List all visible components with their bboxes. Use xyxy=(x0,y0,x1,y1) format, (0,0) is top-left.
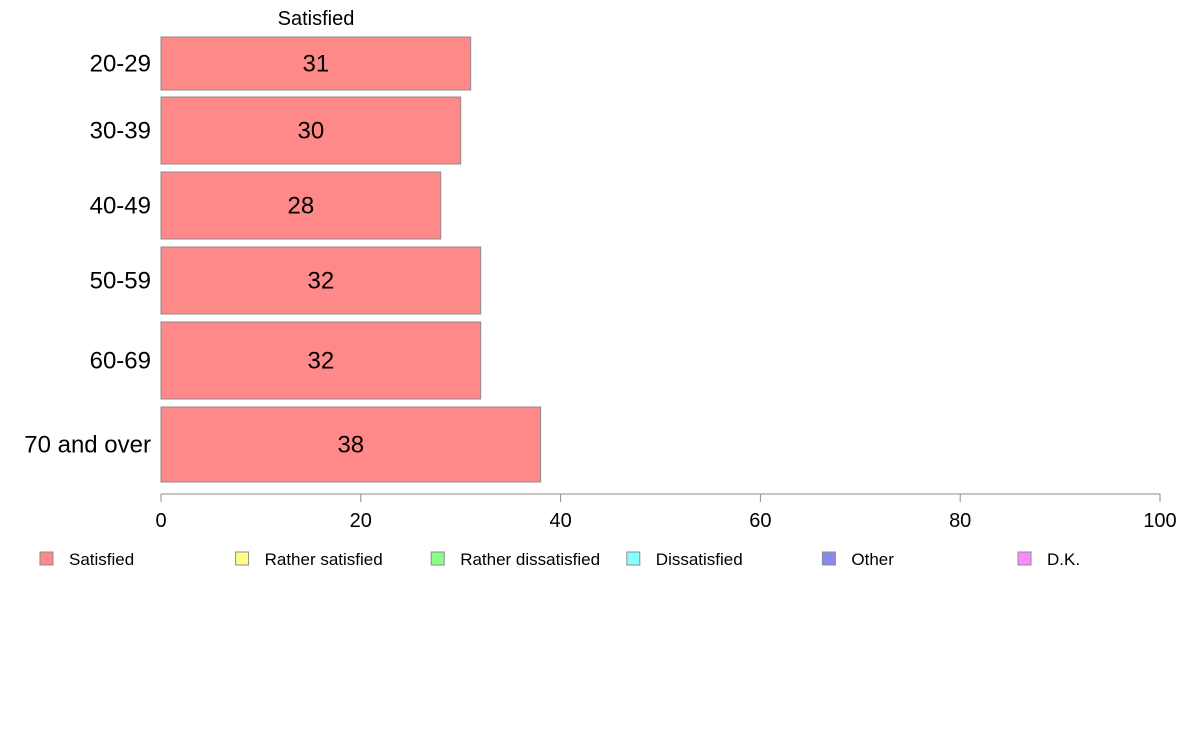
x-tick-label: 60 xyxy=(749,510,771,532)
legend-swatch xyxy=(626,551,641,566)
panel-title: Satisfied xyxy=(278,8,355,30)
x-axis: 0 20 40 60 80 100 xyxy=(155,493,1177,532)
x-tick-label: 40 xyxy=(549,510,571,532)
legend-label: Rather satisfied xyxy=(265,550,383,569)
bar-value-label: 32 xyxy=(307,348,334,375)
bar-30-39 xyxy=(160,96,462,165)
bar-20-29 xyxy=(160,36,472,91)
legend-label: Satisfied xyxy=(69,550,134,569)
category-label: 60-69 xyxy=(90,348,151,375)
legend-swatch xyxy=(39,551,54,566)
category-label: 20-29 xyxy=(90,51,151,78)
legend-label: D.K. xyxy=(1047,550,1080,569)
legend-label: Dissatisfied xyxy=(656,550,743,569)
x-tick-label: 80 xyxy=(949,510,971,532)
bar-70-and-over xyxy=(160,406,542,483)
legend-swatch xyxy=(821,551,836,566)
bar-value-label: 38 xyxy=(337,432,364,459)
bar-value-label: 32 xyxy=(307,268,334,295)
category-label: 70 and over xyxy=(24,432,151,459)
bar-value-label: 31 xyxy=(302,51,329,78)
legend-label: Rather dissatisfied xyxy=(460,550,600,569)
legend-swatch xyxy=(1017,551,1032,566)
legend: Satisfied Rather satisfied Rather dissatis… xyxy=(39,550,1080,569)
legend-swatch xyxy=(430,551,445,566)
bar-40-49 xyxy=(160,171,442,240)
category-label: 30-39 xyxy=(90,118,151,145)
legend-label: Other xyxy=(851,550,894,569)
bar-value-label: 28 xyxy=(288,193,315,220)
bar-value-label: 30 xyxy=(297,118,324,145)
x-tick-label: 20 xyxy=(350,510,372,532)
x-tick-label: 100 xyxy=(1143,510,1176,532)
legend-swatch xyxy=(235,551,250,566)
bar-50-59 xyxy=(160,246,482,315)
x-tick-label: 0 xyxy=(155,510,166,532)
category-label: 50-59 xyxy=(90,268,151,295)
category-label: 40-49 xyxy=(90,193,151,220)
bar-60-69 xyxy=(160,321,482,400)
bars-layer: 31 20-29 30 30-39 28 40-49 32 50-59 32 60-69 38 70 … xyxy=(24,36,542,483)
